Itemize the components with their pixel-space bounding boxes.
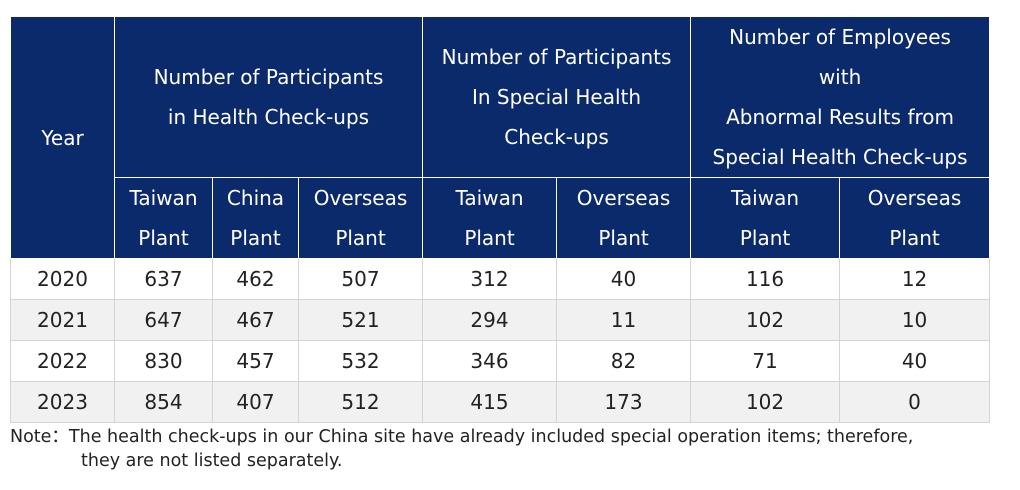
subheader-overseas-plant: Overseas Plant (839, 177, 991, 259)
value-cell: 0 (839, 381, 991, 423)
value-cell: 467 (212, 299, 299, 341)
table-row: 2021 647 467 521 294 11 102 10 (10, 299, 991, 341)
subheader-line: Plant (889, 226, 940, 250)
year-cell: 2020 (10, 258, 115, 300)
footnote-line: Note：The health check-ups in our China s… (10, 427, 914, 447)
value-cell: 512 (297, 381, 424, 423)
subheader-line: Overseas (576, 186, 671, 210)
value-cell: 507 (297, 258, 424, 300)
subheader-line: Plant (739, 226, 791, 250)
header-line: In Special Health (472, 85, 642, 109)
value-cell: 407 (212, 381, 299, 423)
value-cell: 312 (422, 258, 558, 300)
value-cell: 532 (297, 340, 424, 382)
value-cell: 116 (690, 258, 841, 300)
table-row: 2022 830 457 532 346 82 71 40 (10, 340, 991, 382)
value-cell: 71 (690, 340, 841, 382)
value-cell: 647 (114, 299, 213, 341)
year-cell: 2021 (10, 299, 115, 341)
special-checkup-participants-header: Number of Participants In Special Health… (422, 16, 692, 178)
value-cell: 102 (690, 299, 841, 341)
footnote-line: they are not listed separately. (81, 451, 343, 471)
subheader-overseas-plant: Overseas Plant (297, 177, 424, 259)
value-cell: 40 (556, 258, 692, 300)
subheader-china-plant: China Plant (212, 177, 299, 259)
subheader-taiwan-plant: Taiwan Plant (114, 177, 213, 259)
value-cell: 11 (556, 299, 692, 341)
value-cell: 294 (422, 299, 558, 341)
year-cell: 2022 (10, 340, 115, 382)
header-line: Number of Employees (729, 25, 951, 49)
year-column-header: Year (10, 16, 115, 259)
subheader-line: Overseas (867, 186, 962, 210)
header-line: in Health Check-ups (167, 105, 370, 129)
header-line: Special Health Check-ups (712, 145, 968, 169)
subheader-line: Taiwan (731, 186, 800, 210)
subheader-overseas-plant: Overseas Plant (556, 177, 692, 259)
value-cell: 637 (114, 258, 213, 300)
year-cell: 2023 (10, 381, 115, 423)
value-cell: 462 (212, 258, 299, 300)
subheader-line: Taiwan (455, 186, 524, 210)
subheader-line: Plant (138, 226, 189, 250)
subheader-line: Plant (464, 226, 515, 250)
header-line: Number of Participants (153, 65, 384, 89)
value-cell: 12 (839, 258, 991, 300)
subheader-line: Plant (230, 226, 281, 250)
value-cell: 102 (690, 381, 841, 423)
abnormal-results-header: Number of Employees with Abnormal Result… (690, 16, 991, 178)
subheader-line: Overseas (313, 186, 408, 210)
value-cell: 521 (297, 299, 424, 341)
subheader-line: China (226, 186, 285, 210)
value-cell: 415 (422, 381, 558, 423)
subheader-line: Taiwan (129, 186, 198, 210)
health-checkup-table: Year Number of Participants in Health Ch… (10, 16, 991, 423)
subheader-taiwan-plant: Taiwan Plant (690, 177, 841, 259)
table-row: 2020 637 462 507 312 40 116 12 (10, 258, 991, 300)
header-line: with (818, 65, 862, 89)
subheader-line: Plant (598, 226, 649, 250)
header-line: Number of Participants (441, 45, 672, 69)
value-cell: 854 (114, 381, 213, 423)
table-row: 2023 854 407 512 415 173 102 0 (10, 381, 991, 423)
subheader-line: Plant (335, 226, 386, 250)
subheader-taiwan-plant: Taiwan Plant (422, 177, 558, 259)
value-cell: 10 (839, 299, 991, 341)
health-checkup-participants-header: Number of Participants in Health Check-u… (113, 16, 424, 178)
value-cell: 346 (422, 340, 558, 382)
value-cell: 830 (114, 340, 213, 382)
value-cell: 40 (839, 340, 991, 382)
header-line: Abnormal Results from (726, 105, 954, 129)
value-cell: 82 (556, 340, 692, 382)
value-cell: 457 (212, 340, 299, 382)
value-cell: 173 (556, 381, 692, 423)
table-footnote: Note：The health check-ups in our China s… (10, 425, 1010, 473)
header-line: Check-ups (504, 125, 609, 149)
